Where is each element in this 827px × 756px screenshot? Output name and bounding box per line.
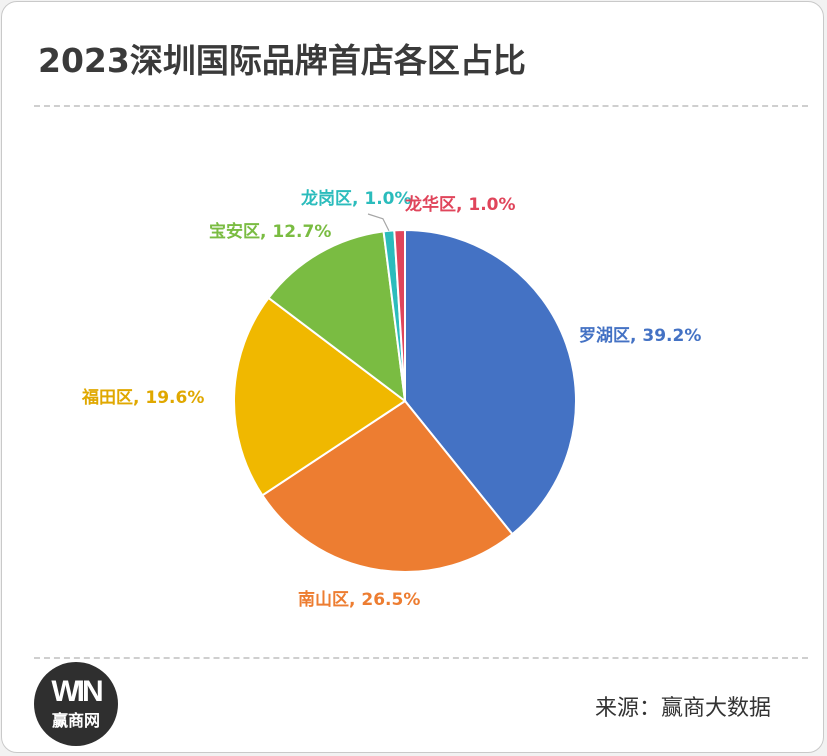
pie-slice-1 [404,228,577,536]
data-label-5: 龙岗区, 1.0% [300,188,412,209]
page-title: 2023深圳国际品牌首店各区占比 [38,41,526,80]
logo-text: 赢商网 [51,711,100,730]
pie-chart: 罗湖区, 39.2% 南山区, 26.5% 福田区, 19.6% 宝安区, 12.7%… [81,188,701,610]
pie-slice-2 [260,399,514,573]
source-text: 来源：赢商大数据 [594,696,771,721]
footer-divider [34,657,808,659]
data-label-2: 南山区, 26.5% [298,589,420,610]
data-label-4: 宝安区, 12.7% [209,221,331,242]
pie-slice-6 [393,228,406,402]
data-label-1: 罗湖区, 39.2% [579,326,701,346]
leader-line [367,213,390,232]
pie-slice-3 [233,296,407,497]
brand-logo: WIN 赢商网 [34,662,118,746]
title-divider [34,105,808,107]
data-label-6: 龙华区, 1.0% [404,194,516,215]
logo-mark: WIN [51,675,103,708]
pie-slice-4 [267,230,407,404]
data-label-3: 福田区, 19.6% [81,387,204,408]
